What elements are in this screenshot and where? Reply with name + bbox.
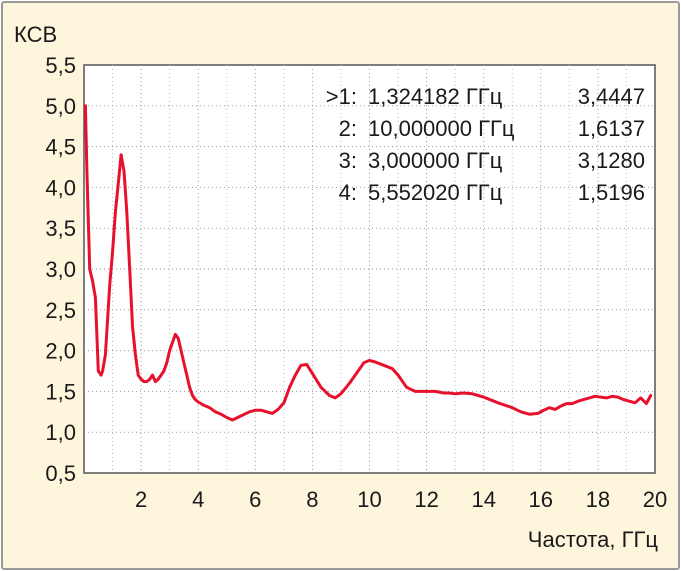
- x-tick-label: 18: [586, 487, 610, 512]
- x-tick-label: 16: [529, 487, 553, 512]
- x-tick-label: 10: [357, 487, 381, 512]
- x-tick-labels: 2 4 6 8 10 12 14 16 18 20: [135, 487, 667, 512]
- x-tick-label: 8: [306, 487, 318, 512]
- marker-frequency: 5,552020 ГГц: [368, 180, 503, 205]
- y-tick-label: 4,5: [45, 135, 76, 160]
- y-axis-title: КСВ: [14, 22, 57, 47]
- x-tick-label: 12: [414, 487, 438, 512]
- marker-id: 3:: [339, 148, 357, 173]
- x-tick-label: 20: [643, 487, 667, 512]
- y-tick-label: 3,5: [45, 216, 76, 241]
- marker-id: >1:: [326, 84, 357, 109]
- marker-value: 3,4447: [578, 84, 645, 109]
- vswr-series-line: [83, 104, 653, 422]
- marker-value: 3,1280: [578, 148, 645, 173]
- marker-id: 2:: [339, 116, 357, 141]
- y-tick-label: 2,5: [45, 298, 76, 323]
- marker-table: >1: 1,324182 ГГц 3,4447 2: 10,000000 ГГц 1,61…: [326, 84, 645, 205]
- y-tick-label: 0,5: [45, 461, 76, 486]
- marker-frequency: 1,324182 ГГц: [368, 84, 503, 109]
- y-tick-label: 1,5: [45, 379, 76, 404]
- y-tick-label: 3,0: [45, 257, 76, 282]
- marker-frequency: 3,000000 ГГц: [368, 148, 503, 173]
- y-tick-label: 4,0: [45, 175, 76, 200]
- grid: [84, 65, 655, 473]
- y-tick-label: 2,0: [45, 339, 76, 364]
- x-tick-label: 14: [471, 487, 495, 512]
- marker-id: 4:: [339, 180, 357, 205]
- x-tick-label: 6: [249, 487, 261, 512]
- marker-value: 1,6137: [578, 116, 645, 141]
- marker-frequency: 10,000000 ГГц: [368, 116, 515, 141]
- y-tick-labels: 0,5 1,0 1,5 2,0 2,5 3,0 3,5 4,0 4,5 5,0 5,5: [45, 53, 76, 486]
- y-tick-label: 5,5: [45, 53, 76, 78]
- y-tick-label: 1,0: [45, 420, 76, 445]
- x-tick-label: 4: [192, 487, 204, 512]
- marker-value: 1,5196: [578, 180, 645, 205]
- y-tick-label: 5,0: [45, 94, 76, 119]
- x-axis-title: Частота, ГГц: [528, 527, 659, 552]
- x-tick-label: 2: [135, 487, 147, 512]
